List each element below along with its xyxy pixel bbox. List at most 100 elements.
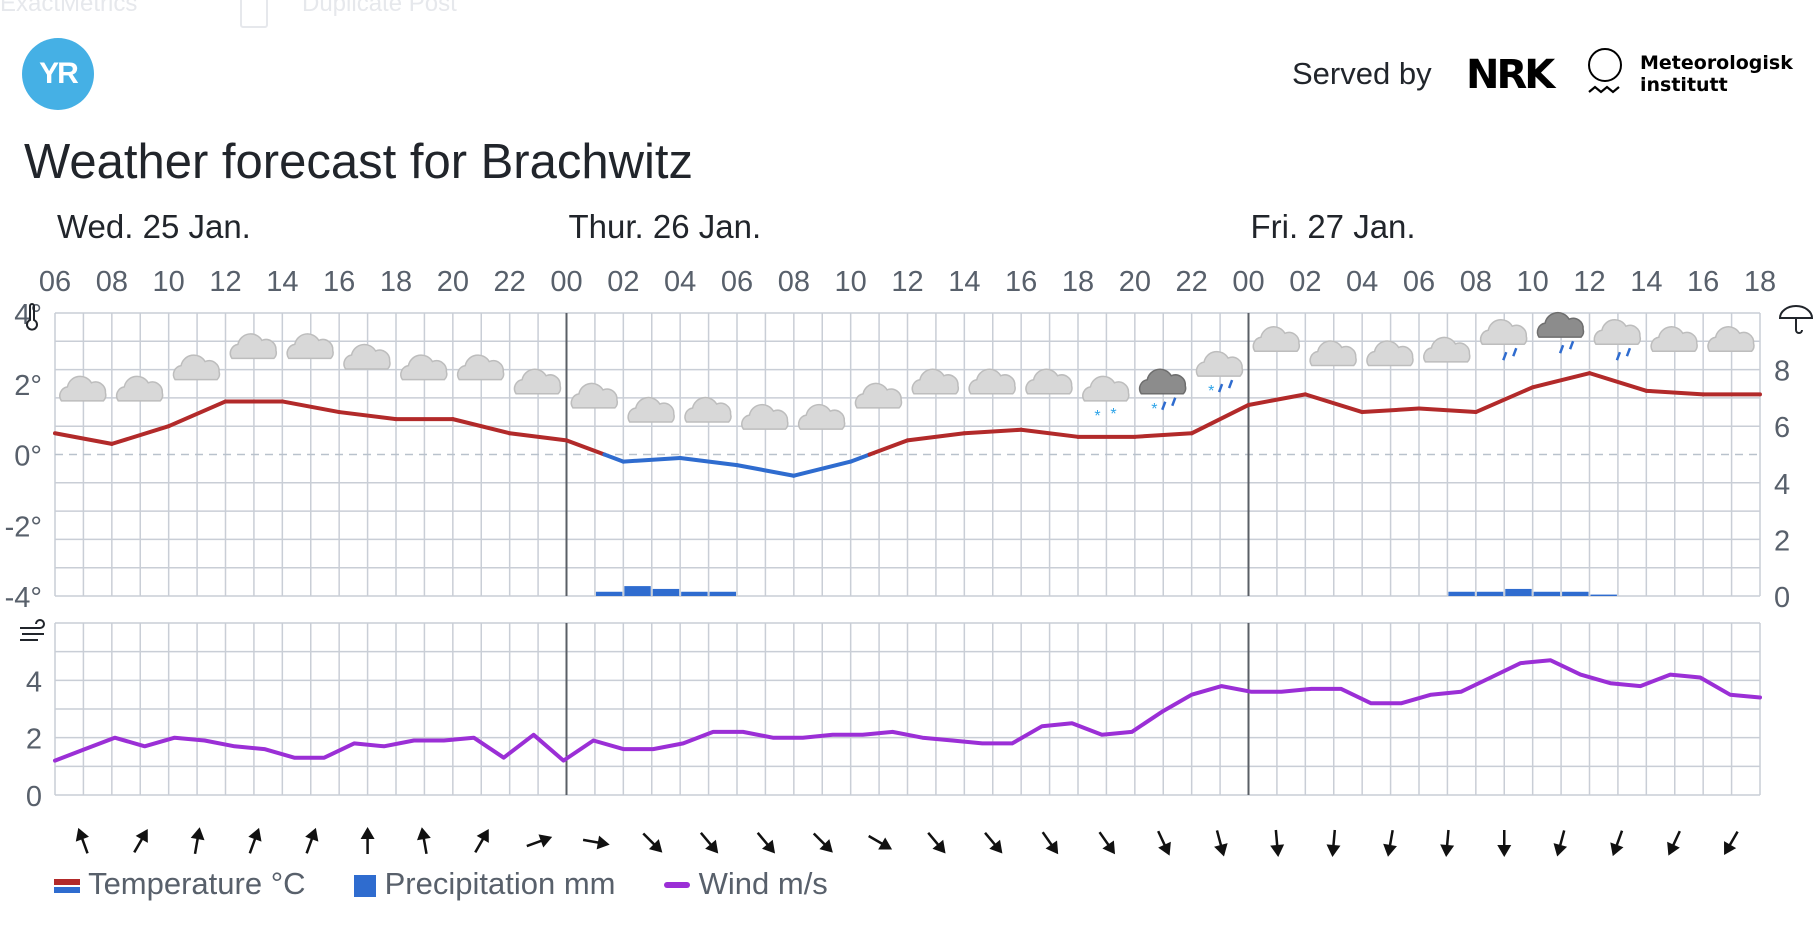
temperature-line-segment bbox=[1473, 385, 1535, 415]
precipitation-legend-icon bbox=[354, 874, 376, 897]
hour-tick-label: 18 bbox=[1062, 266, 1094, 298]
wind-direction-arrow bbox=[1553, 830, 1568, 857]
precipitation-tick-label: 8 bbox=[1774, 356, 1790, 388]
hour-tick-label: 10 bbox=[1517, 266, 1549, 298]
rain-icon bbox=[1593, 319, 1642, 361]
hour-tick-label: 20 bbox=[437, 266, 469, 298]
wind-direction-arrow bbox=[248, 827, 262, 854]
temperature-line-segment bbox=[1417, 406, 1478, 415]
cloud-shape bbox=[1138, 368, 1187, 395]
hour-tick-label: 12 bbox=[891, 266, 923, 298]
cloudy-icon bbox=[456, 354, 505, 381]
cloud-shape bbox=[1025, 368, 1073, 395]
wind-direction-arrow bbox=[1214, 830, 1228, 857]
cloudy-icon bbox=[627, 396, 675, 423]
raindrop-mark bbox=[1615, 351, 1622, 361]
arrow-head bbox=[761, 839, 776, 854]
day-label: Wed. 25 Jan. bbox=[57, 208, 251, 245]
arrow-head bbox=[1383, 843, 1397, 857]
cloudy-icon bbox=[968, 368, 1016, 395]
met-institute-logo[interactable]: Meteorologisk institutt bbox=[1640, 52, 1793, 96]
yr-logo[interactable]: YR bbox=[22, 38, 94, 110]
hour-tick-label: 18 bbox=[1744, 266, 1776, 298]
ghost-duplicate-post-label: Duplicate Post bbox=[302, 0, 457, 17]
raindrop-mark bbox=[1161, 401, 1167, 411]
cloud-shape bbox=[1252, 326, 1301, 353]
cloud-shape bbox=[1309, 340, 1357, 367]
hour-tick-label: 12 bbox=[1573, 266, 1605, 298]
wind-direction-arrow bbox=[1667, 830, 1681, 856]
temperature-line-segment bbox=[1587, 371, 1649, 393]
cloud-shape bbox=[741, 403, 789, 430]
raindrop-mark bbox=[1502, 351, 1508, 361]
wind-direction-arrow bbox=[1383, 829, 1397, 857]
wind-direction-arrow bbox=[305, 827, 319, 854]
precipitation-tick-label: 2 bbox=[1774, 525, 1790, 557]
wind-tick-label: 0 bbox=[26, 781, 42, 813]
wind-direction-arrow bbox=[582, 835, 610, 850]
cloud-shape bbox=[627, 396, 675, 423]
cloud-shape bbox=[570, 382, 619, 409]
raindrop-mark bbox=[1625, 347, 1632, 357]
cloud-shape bbox=[1707, 326, 1755, 353]
temperature-tick-label: -2° bbox=[5, 511, 42, 543]
precipitation-bar bbox=[652, 588, 680, 596]
wind-direction-arrow bbox=[1270, 829, 1285, 857]
arrow-head bbox=[1158, 841, 1171, 856]
page-title: Weather forecast for Brachwitz bbox=[24, 135, 694, 189]
arrow-head bbox=[878, 837, 893, 850]
cloudy-icon bbox=[570, 382, 619, 409]
cloud-shape bbox=[1593, 319, 1642, 345]
legend-precipitation: Precipitation mm bbox=[354, 866, 615, 902]
arrow-head bbox=[1326, 844, 1341, 857]
temperature-line-segment bbox=[564, 438, 607, 457]
arrow-head bbox=[1497, 845, 1512, 857]
wind-icon bbox=[20, 619, 45, 641]
met-logo-circle-icon bbox=[1588, 48, 1622, 82]
cloud-shape bbox=[1479, 319, 1528, 345]
nrk-logo[interactable]: NRK bbox=[1466, 52, 1555, 98]
temperature-legend-icon bbox=[54, 878, 80, 893]
cloud-shape bbox=[115, 375, 164, 402]
temperature-line-segment bbox=[678, 456, 739, 468]
arrow-head bbox=[360, 827, 375, 839]
cloud-shape bbox=[1195, 350, 1244, 377]
arrow-head bbox=[819, 839, 833, 853]
cloud-shape bbox=[911, 368, 960, 395]
arrow-head bbox=[989, 839, 1003, 854]
cloud-shape bbox=[1423, 336, 1471, 363]
arrow-head bbox=[1214, 843, 1228, 857]
temperature-line-segment bbox=[1132, 431, 1194, 439]
served-by-label: Served by bbox=[1292, 56, 1432, 91]
arrow-head bbox=[75, 827, 89, 842]
arrow-head bbox=[538, 834, 553, 848]
wind-direction-arrow bbox=[1157, 830, 1171, 856]
hour-tick-label: 00 bbox=[1232, 266, 1264, 298]
arrow-head bbox=[135, 829, 148, 843]
temperature-line-segment bbox=[109, 424, 171, 446]
wind-line bbox=[53, 658, 1762, 763]
cloudy-icon bbox=[229, 333, 278, 360]
precipitation-bar bbox=[681, 591, 708, 596]
snowflake-mark: * bbox=[1110, 406, 1116, 423]
background-toolbar-ghost: ExactMetrics Duplicate Post bbox=[0, 0, 457, 28]
hour-tick-label: 12 bbox=[209, 266, 241, 298]
temperature-line-segment bbox=[905, 431, 967, 443]
cloud-shape bbox=[854, 382, 903, 409]
hour-tick-label: 14 bbox=[266, 266, 298, 298]
snowflake-mark: * bbox=[1151, 401, 1157, 418]
temperature-line-segment bbox=[1303, 392, 1365, 415]
temperature-line-segment bbox=[962, 427, 1024, 436]
temperature-tick-label: 2° bbox=[14, 370, 42, 402]
cloud-shape bbox=[1366, 340, 1414, 367]
wind-direction-arrow bbox=[1326, 829, 1341, 857]
raindrop-mark bbox=[1171, 397, 1177, 407]
cloud-shape bbox=[343, 343, 391, 370]
legend-temperature-label: Temperature °C bbox=[88, 866, 306, 901]
hour-tick-label: 08 bbox=[778, 266, 810, 298]
wind-direction-arrow bbox=[927, 832, 946, 854]
cloud-shape bbox=[456, 354, 505, 381]
wind-direction-arrow bbox=[133, 829, 148, 854]
duplicate-icon bbox=[240, 0, 268, 28]
